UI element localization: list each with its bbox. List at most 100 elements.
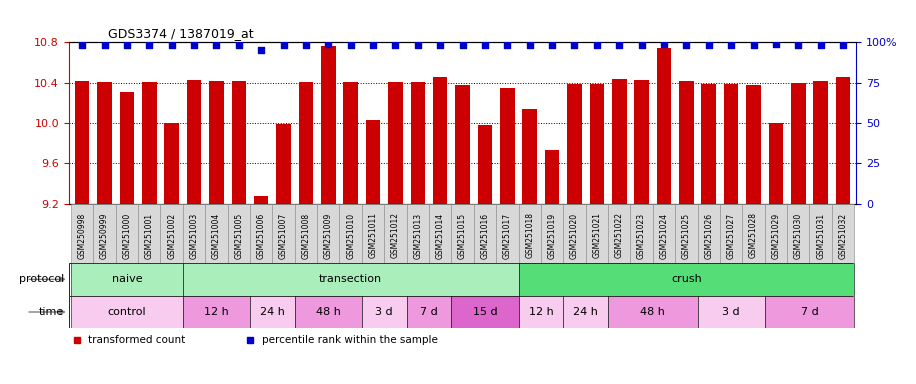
Bar: [567, 84, 582, 204]
Text: GSM251022: GSM251022: [615, 212, 624, 258]
Bar: [518, 263, 855, 296]
Bar: [429, 204, 452, 263]
Bar: [742, 204, 765, 263]
Bar: [254, 197, 268, 204]
Point: [724, 42, 738, 48]
Bar: [765, 296, 855, 328]
Bar: [384, 204, 407, 263]
Bar: [410, 81, 425, 204]
Bar: [344, 81, 358, 204]
Bar: [635, 79, 649, 204]
Bar: [791, 83, 805, 204]
Text: GSM251011: GSM251011: [368, 212, 377, 258]
Point: [209, 42, 224, 48]
Bar: [563, 296, 608, 328]
Bar: [679, 81, 693, 204]
Text: 15 d: 15 d: [473, 307, 497, 317]
Text: GSM251004: GSM251004: [212, 212, 221, 259]
Point: [813, 42, 828, 48]
Text: control: control: [107, 307, 147, 317]
Bar: [183, 263, 518, 296]
Text: GSM251017: GSM251017: [503, 212, 512, 258]
Bar: [138, 204, 160, 263]
Text: transformed count: transformed count: [88, 335, 186, 345]
Bar: [388, 81, 403, 204]
Bar: [295, 296, 362, 328]
Text: 12 h: 12 h: [204, 307, 229, 317]
Bar: [657, 48, 671, 204]
Text: time: time: [38, 307, 64, 317]
Point: [500, 42, 515, 48]
Text: 48 h: 48 h: [640, 307, 665, 317]
Bar: [317, 204, 340, 263]
Bar: [541, 204, 563, 263]
Bar: [97, 81, 112, 204]
Bar: [187, 79, 202, 204]
Bar: [160, 204, 183, 263]
Bar: [295, 204, 317, 263]
Bar: [698, 296, 765, 328]
Point: [365, 42, 380, 48]
Bar: [810, 204, 832, 263]
Bar: [321, 46, 335, 204]
Bar: [518, 296, 563, 328]
Bar: [362, 204, 384, 263]
Text: GSM250999: GSM250999: [100, 212, 109, 259]
Point: [769, 41, 783, 47]
Bar: [71, 296, 183, 328]
Bar: [433, 76, 448, 204]
Bar: [474, 204, 496, 263]
Text: GSM251023: GSM251023: [638, 212, 646, 258]
Text: GSM251024: GSM251024: [660, 212, 669, 258]
Bar: [71, 263, 183, 296]
Bar: [205, 204, 227, 263]
Text: GSM251000: GSM251000: [123, 212, 131, 259]
Text: percentile rank within the sample: percentile rank within the sample: [262, 335, 438, 345]
Point: [590, 42, 605, 48]
Bar: [250, 204, 272, 263]
Bar: [835, 76, 850, 204]
Bar: [93, 204, 115, 263]
Point: [679, 42, 693, 48]
Bar: [164, 123, 179, 204]
Text: GSM251028: GSM251028: [749, 212, 758, 258]
Bar: [563, 204, 585, 263]
Bar: [232, 81, 246, 204]
Bar: [720, 204, 742, 263]
Text: GSM251016: GSM251016: [481, 212, 489, 258]
Bar: [813, 81, 828, 204]
Text: GSM251008: GSM251008: [301, 212, 311, 258]
Point: [791, 42, 805, 48]
Bar: [612, 79, 627, 204]
Text: GSM251027: GSM251027: [726, 212, 736, 258]
Point: [702, 42, 716, 48]
Text: GSM251002: GSM251002: [167, 212, 176, 258]
Text: 3 d: 3 d: [376, 307, 393, 317]
Bar: [277, 124, 290, 204]
Bar: [340, 204, 362, 263]
Bar: [545, 150, 560, 204]
Bar: [183, 204, 205, 263]
Point: [232, 42, 246, 48]
Text: 48 h: 48 h: [316, 307, 341, 317]
Text: GSM251025: GSM251025: [682, 212, 691, 258]
Bar: [250, 296, 295, 328]
Text: GSM251020: GSM251020: [570, 212, 579, 258]
Text: GSM251032: GSM251032: [838, 212, 847, 258]
Bar: [71, 204, 93, 263]
Text: GSM251012: GSM251012: [391, 212, 400, 258]
Text: GSM251019: GSM251019: [548, 212, 557, 258]
Bar: [365, 120, 380, 204]
Bar: [832, 204, 855, 263]
Point: [120, 42, 135, 48]
Bar: [769, 123, 783, 204]
Text: GSM251007: GSM251007: [279, 212, 288, 259]
Point: [657, 41, 671, 47]
Text: GSM251013: GSM251013: [413, 212, 422, 258]
Text: GSM251029: GSM251029: [771, 212, 780, 258]
Bar: [630, 204, 653, 263]
Point: [522, 42, 537, 48]
Bar: [299, 81, 313, 204]
Point: [97, 42, 112, 48]
Bar: [590, 84, 605, 204]
